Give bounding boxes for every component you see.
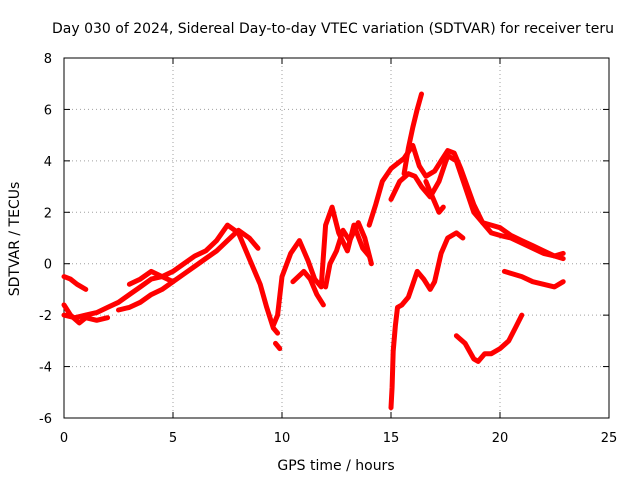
x-tick-label: 25 — [601, 431, 618, 446]
y-tick-label: 8 — [44, 52, 52, 67]
series-track-a — [61, 222, 281, 336]
series-track-e — [388, 153, 566, 262]
series-track-g — [423, 178, 446, 215]
grid-lines — [64, 58, 609, 418]
series-track-p — [290, 268, 326, 308]
y-tick-label: 6 — [44, 103, 52, 118]
y-tick-label: 4 — [44, 155, 52, 170]
data-series — [61, 91, 566, 411]
x-tick-label: 0 — [60, 431, 68, 446]
series-track-f — [401, 91, 424, 177]
series-track-c — [323, 220, 374, 290]
series-track-n — [126, 268, 176, 287]
y-tick-label: 0 — [44, 258, 52, 273]
y-axis-label: SDTVAR / TECUs — [7, 182, 23, 297]
chart-title: Day 030 of 2024, Sidereal Day-to-day VTE… — [52, 21, 614, 37]
series-track-o — [273, 340, 283, 352]
series-track-m — [116, 227, 261, 313]
x-tick-label: 15 — [383, 431, 400, 446]
y-tick-label: -6 — [39, 412, 52, 427]
y-tick-label: -2 — [39, 309, 52, 324]
series-track-d — [366, 142, 566, 259]
series-track-j — [501, 268, 566, 290]
x-tick-label: 10 — [274, 431, 291, 446]
series-track-i — [453, 312, 525, 364]
x-axis-label: GPS time / hours — [277, 458, 394, 474]
plot-frame — [63, 57, 610, 419]
y-tick-label: 2 — [44, 206, 52, 221]
y-tick-label: -4 — [39, 361, 52, 376]
series-track-k — [61, 274, 89, 292]
series-track-h — [388, 230, 466, 411]
x-tick-label: 5 — [169, 431, 177, 446]
x-tick-label: 20 — [492, 431, 509, 446]
series-track-l — [61, 302, 111, 326]
